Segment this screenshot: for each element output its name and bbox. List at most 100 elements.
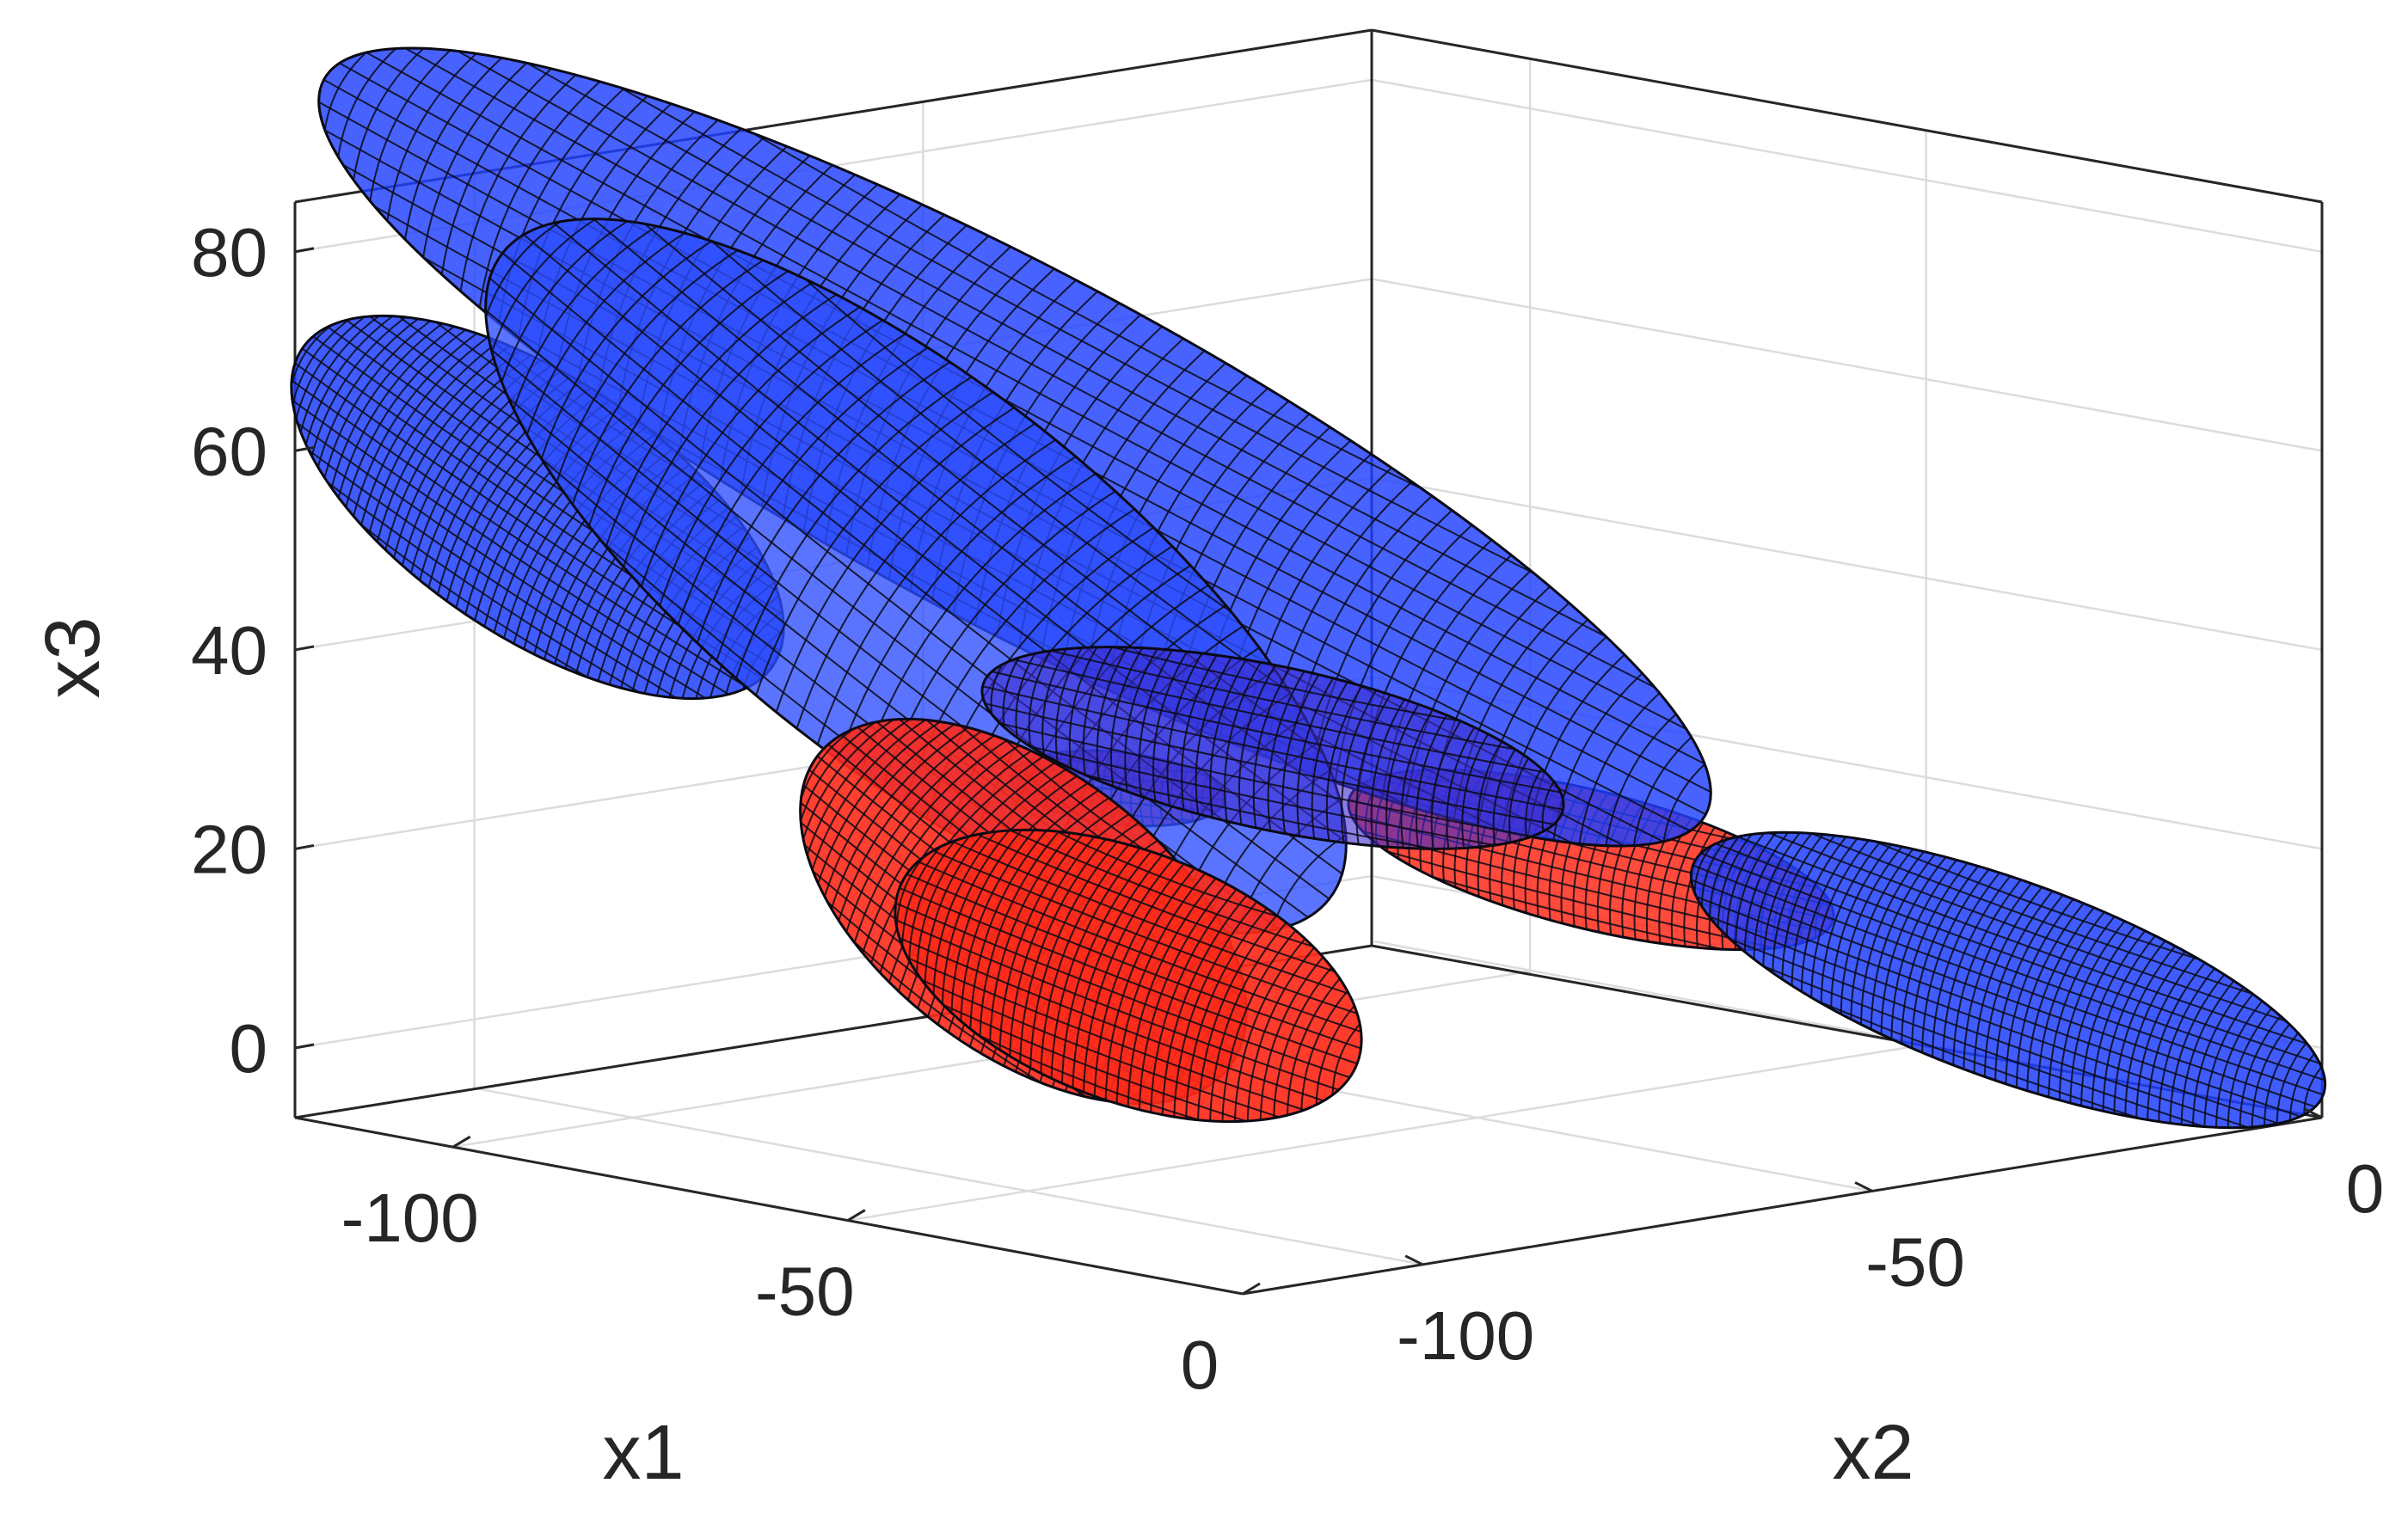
z-axis-label: x3 [30, 616, 116, 698]
mesh-meridian [1753, 832, 1801, 959]
mesh-meridian [932, 830, 998, 995]
mesh-meridian [838, 456, 1077, 761]
mesh-meridian [2135, 956, 2196, 1118]
z-tick-label: 0 [230, 1010, 268, 1087]
mesh-meridian [1246, 947, 1315, 1122]
mesh-parallel [917, 861, 1361, 1033]
mesh-parallel [1387, 850, 1775, 949]
mesh-meridian [1173, 901, 1258, 1118]
mesh-parallel [1729, 938, 2248, 1129]
mesh-meridian [2124, 951, 2186, 1116]
mesh-parallel [1700, 852, 2325, 1082]
mesh-meridian [422, 62, 528, 258]
mesh-meridian [368, 340, 500, 534]
mesh-parallel [1112, 646, 1461, 722]
mesh-meridian [384, 349, 521, 550]
mesh-meridian [755, 391, 994, 696]
mesh-meridian [1127, 877, 1217, 1107]
mesh-meridian [2147, 962, 2206, 1120]
mesh-meridian [969, 830, 1047, 1029]
mesh-meridian [1161, 894, 1248, 1115]
box-edge [1371, 28, 2323, 204]
mesh-meridian [2239, 1015, 2282, 1128]
mesh-meridian [1341, 689, 1377, 843]
mesh-lines [1691, 831, 2325, 1129]
z-tick [294, 645, 315, 652]
mesh-meridian [1911, 865, 1980, 1049]
x-axis: -100 -50 0 [341, 1135, 1261, 1403]
mesh-meridian [998, 834, 1084, 1051]
mesh-meridian [1209, 922, 1287, 1121]
mesh-parallel [943, 1004, 1247, 1123]
mesh-meridian [1492, 749, 1516, 846]
mesh-meridian [1477, 740, 1503, 848]
mesh-parallel [526, 62, 1606, 638]
mesh-parallel [1737, 836, 2308, 1045]
mesh-meridian [2158, 967, 2215, 1122]
mesh-meridian [979, 830, 1060, 1037]
mesh-meridian [1860, 850, 1925, 1025]
mesh-meridian [1772, 833, 1824, 973]
x1-tick-label: -100 [341, 1180, 479, 1256]
mesh-parallel [921, 978, 1280, 1118]
mesh-meridian [323, 320, 432, 478]
mesh-meridian [1060, 850, 1152, 1084]
mesh-parallel [297, 422, 706, 699]
z-tick [294, 445, 315, 452]
mesh-meridian [2227, 1008, 2272, 1128]
mesh-meridian [1743, 831, 1790, 953]
mesh-parallel [619, 86, 1535, 574]
mesh-meridian [1901, 862, 1969, 1044]
z-tick [294, 1043, 315, 1050]
mesh-parallel [1708, 915, 2279, 1125]
mesh-parallel [327, 481, 640, 694]
mesh-meridian [491, 218, 597, 352]
mesh-meridian [1040, 844, 1130, 1074]
y-axis-label: x2 [1832, 1410, 1914, 1496]
mesh-meridian [2276, 1042, 2307, 1125]
mesh-meridian [404, 57, 502, 240]
mesh-meridian [802, 719, 894, 840]
x1-tick [452, 1135, 471, 1149]
x2-floor-gridline [474, 1087, 1423, 1266]
mesh-meridian [513, 225, 658, 410]
red-ellipsoid-2 [894, 828, 1363, 1124]
mesh-meridian [1028, 650, 1052, 747]
mesh-parallel [906, 873, 1361, 1050]
mesh-meridian [1355, 694, 1391, 845]
mesh-meridian [677, 333, 906, 625]
x2-tick-label: -50 [1865, 1223, 1965, 1300]
mesh-meridian [304, 315, 394, 445]
mesh-parallel [366, 52, 1705, 765]
blue-ellipsoid-4 [1689, 830, 2327, 1130]
mesh-parallel [932, 849, 1358, 1014]
mesh-parallel [359, 523, 589, 679]
x1-tick [1242, 1282, 1261, 1296]
mesh-meridian [1820, 842, 1881, 1003]
mesh-meridian [353, 333, 477, 517]
mesh-meridian [2203, 993, 2254, 1127]
mesh-meridian [1185, 907, 1268, 1119]
mesh-meridian [830, 726, 969, 910]
ellipsoid-mesh [982, 646, 1563, 850]
mesh-meridian [916, 836, 970, 973]
mesh-meridian [1830, 843, 1892, 1009]
mesh-meridian [1083, 858, 1174, 1093]
mesh-parallel [291, 379, 748, 689]
mesh-meridian [1124, 648, 1158, 792]
mesh-meridian [1921, 868, 1990, 1053]
mesh-parallel [1692, 864, 2324, 1096]
x1-tick-label: -50 [755, 1253, 855, 1330]
mesh-meridian [1041, 648, 1067, 755]
mesh-parallel [1715, 843, 2320, 1064]
mesh-meridian [1932, 872, 2000, 1057]
mesh-meridian [1632, 736, 1692, 846]
x-axis-label: x1 [602, 1410, 684, 1496]
mesh-meridian [2015, 903, 2085, 1088]
mesh-meridian [353, 47, 425, 181]
mesh-parallel [907, 957, 1305, 1112]
mesh-meridian [330, 322, 443, 488]
mesh-parallel [1432, 876, 1723, 951]
mesh-meridian [817, 720, 941, 885]
mesh-meridian [1181, 654, 1218, 811]
